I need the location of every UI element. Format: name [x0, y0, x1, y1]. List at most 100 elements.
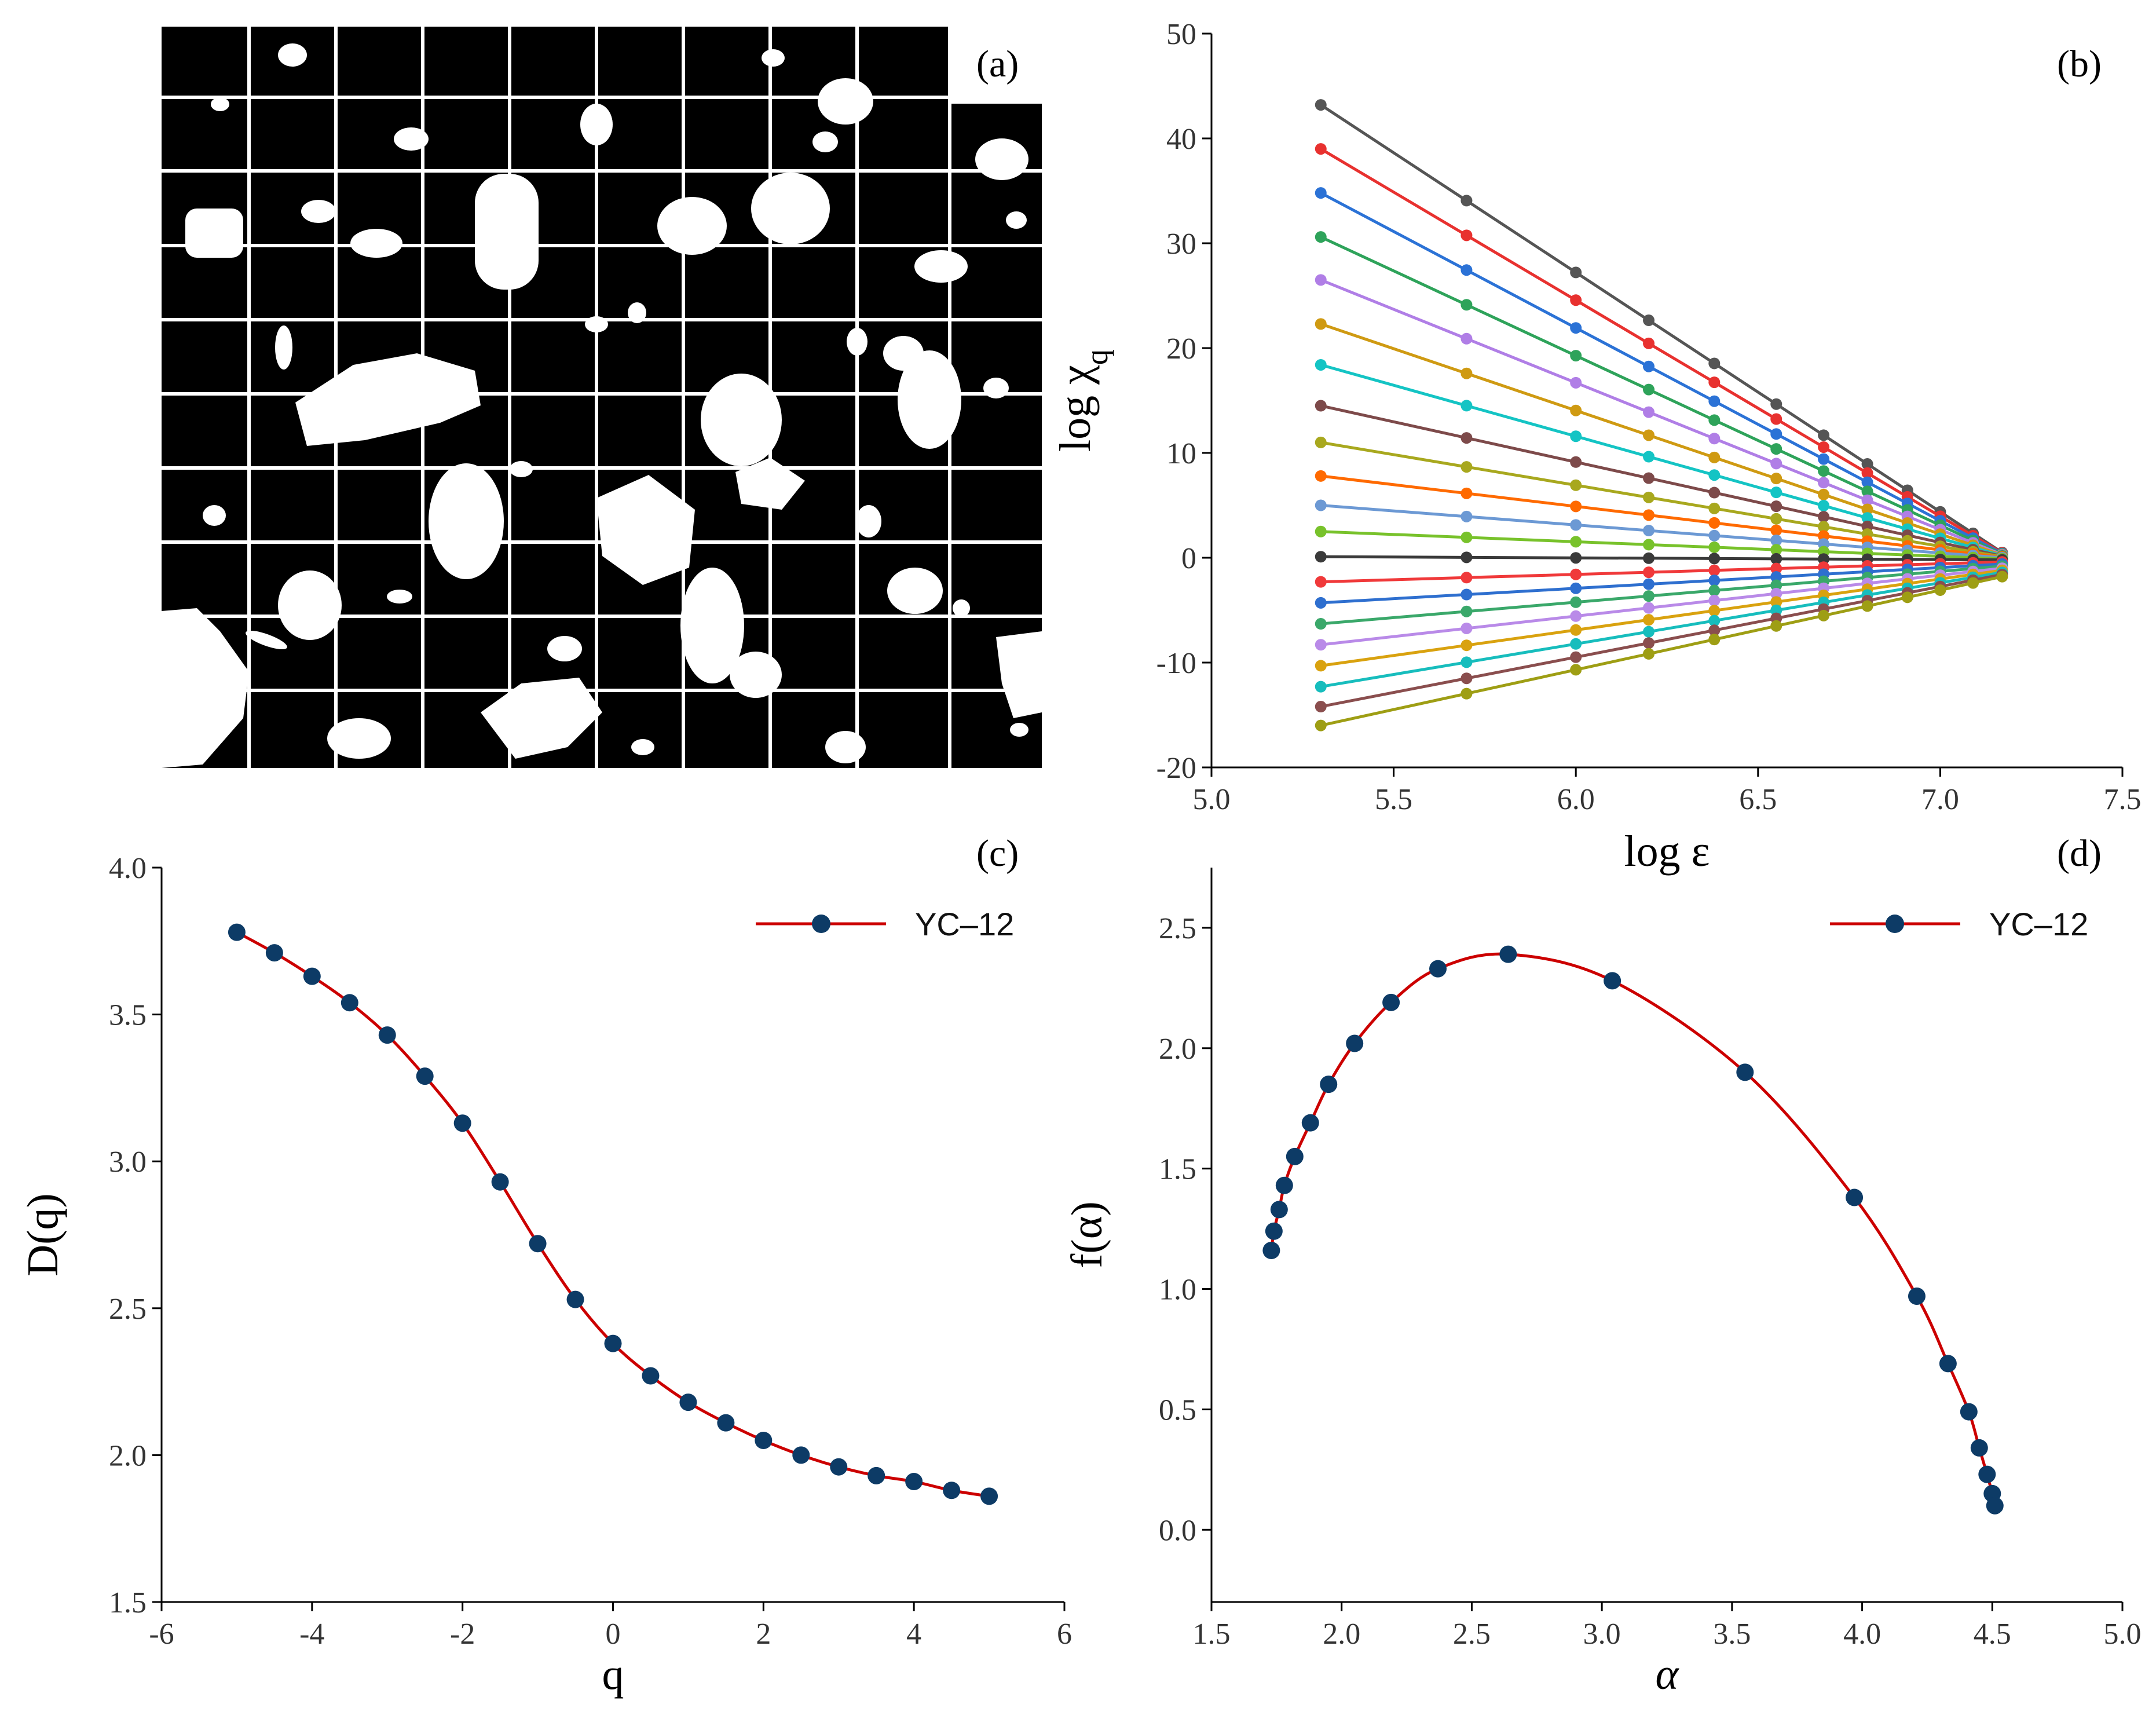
data-point — [1570, 479, 1582, 491]
data-point — [1708, 376, 1721, 389]
data-point — [604, 1334, 622, 1352]
data-point — [1460, 588, 1473, 601]
data-point — [1770, 398, 1782, 410]
data-point — [1460, 195, 1473, 207]
data-point — [1643, 614, 1655, 626]
y-tick-label: 2.5 — [109, 1293, 147, 1326]
data-point — [1770, 562, 1782, 575]
x-tick-label: 3.5 — [1713, 1618, 1751, 1651]
data-point — [1570, 294, 1582, 306]
data-point — [1643, 590, 1655, 602]
data-point — [1708, 575, 1721, 587]
data-point — [792, 1446, 810, 1464]
data-point — [1708, 624, 1721, 637]
data-point — [1315, 719, 1327, 731]
data-point — [1861, 600, 1873, 612]
data-point — [1708, 357, 1721, 370]
data-point — [1570, 651, 1582, 663]
data-point — [1315, 187, 1327, 199]
panel-d-marks: 1.5 2.0 2.5 3.0 3.5 4.0 4.5 5.0 0.0 0.5 1.0 1.5 2.0 2… — [1063, 868, 2142, 1699]
data-point — [491, 1173, 509, 1191]
series-line — [1320, 103, 2003, 554]
data-point — [1315, 618, 1327, 630]
y-axis-title: D(q) — [19, 1193, 67, 1277]
x-tick-label: 2.0 — [1323, 1618, 1360, 1651]
panel-a-label: (a) — [976, 43, 1019, 85]
data-point — [1643, 451, 1655, 463]
x-tick-label: 5.0 — [1193, 783, 1231, 816]
data-point — [1570, 638, 1582, 650]
x-axis-title: log ε — [1624, 827, 1710, 876]
data-point — [1315, 99, 1327, 111]
data-point — [1570, 610, 1582, 622]
x-tick-label: -4 — [299, 1618, 324, 1651]
y-axis-title: f(α) — [1063, 1201, 1111, 1268]
data-point — [1978, 1465, 1996, 1483]
data-point — [1861, 485, 1873, 498]
panel-d-chart: 1.5 2.0 2.5 3.0 3.5 4.0 4.5 5.0 0.0 0.5 1.0 1.5 2.0 2… — [1063, 832, 2142, 1699]
y-tick-label: 3.0 — [109, 1146, 147, 1179]
y-tick-label: 3.5 — [109, 999, 147, 1032]
data-point — [1460, 299, 1473, 311]
data-point — [1643, 429, 1655, 441]
x-tick-label: 5.0 — [2104, 1618, 2142, 1651]
data-point — [1460, 432, 1473, 444]
data-point — [1708, 517, 1721, 529]
data-point — [1770, 513, 1782, 525]
data-point — [1315, 525, 1327, 537]
data-point — [1770, 487, 1782, 499]
data-point — [1346, 1034, 1364, 1052]
data-point — [1315, 681, 1327, 693]
data-point — [1818, 530, 1830, 542]
data-point — [1708, 529, 1721, 542]
data-point — [1818, 441, 1830, 453]
data-point — [1315, 597, 1327, 609]
data-point — [830, 1458, 848, 1476]
data-point — [1643, 337, 1655, 349]
data-point — [1460, 367, 1473, 379]
series-line — [1320, 235, 2003, 555]
x-tick-label: 1.5 — [1193, 1618, 1231, 1651]
data-point — [1315, 470, 1327, 482]
data-point — [1643, 637, 1655, 649]
data-point — [1570, 456, 1582, 468]
data-point — [265, 944, 283, 962]
x-tick-label: -2 — [450, 1618, 475, 1651]
data-point — [1818, 511, 1830, 523]
legend-marker — [1886, 915, 1904, 933]
x-tick-label: 6.5 — [1739, 783, 1777, 816]
data-point — [1570, 582, 1582, 594]
panel-c-label: (c) — [976, 832, 1019, 875]
image-notch — [949, 25, 1044, 104]
data-point — [1570, 430, 1582, 442]
data-point — [1818, 521, 1830, 533]
data-point — [1986, 1497, 2004, 1515]
legend-label: YC–12 — [915, 906, 1014, 942]
data-point — [1460, 687, 1473, 700]
data-point — [1861, 458, 1873, 470]
x-tick-label: 5.5 — [1375, 783, 1412, 816]
data-point — [980, 1487, 998, 1505]
data-point — [1315, 400, 1327, 412]
data-point — [1460, 639, 1473, 652]
data-point — [1643, 491, 1655, 503]
data-point — [1429, 960, 1447, 978]
data-point — [1570, 322, 1582, 334]
data-point — [1315, 231, 1327, 243]
data-point — [943, 1482, 961, 1499]
x-tick-label: -6 — [149, 1618, 174, 1651]
data-point — [1570, 536, 1582, 548]
data-point — [1770, 553, 1782, 565]
x-tick-label: 7.5 — [2104, 783, 2142, 816]
data-point — [1570, 500, 1582, 513]
data-point — [1934, 584, 1946, 596]
data-point — [1708, 594, 1721, 606]
data-point — [1315, 551, 1327, 563]
data-point — [1460, 510, 1473, 522]
data-point — [1499, 945, 1517, 963]
data-point — [1901, 591, 1913, 604]
data-point — [1301, 1114, 1319, 1132]
data-point — [1908, 1288, 1926, 1305]
data-point — [341, 994, 358, 1012]
